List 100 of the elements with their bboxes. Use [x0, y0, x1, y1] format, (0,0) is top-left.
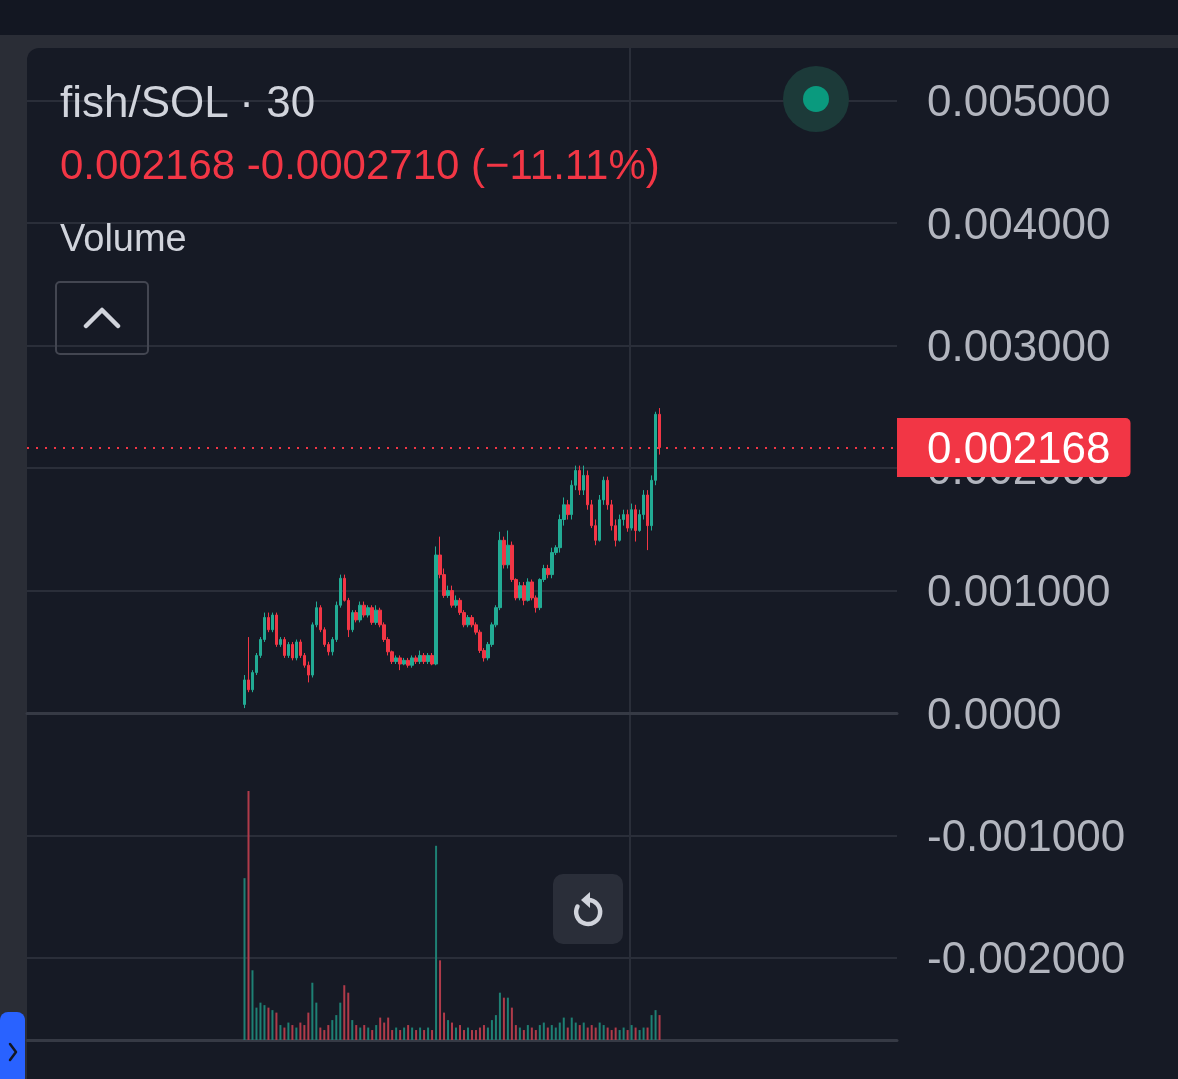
bar — [510, 1007, 513, 1040]
candlestick — [287, 641, 290, 659]
bar — [530, 1027, 533, 1040]
candlestick — [450, 585, 454, 609]
bar — [522, 1030, 525, 1040]
bar — [566, 1027, 569, 1040]
bar — [570, 1017, 573, 1040]
candlestick — [502, 536, 506, 569]
y-tick-label: 0.0000 — [927, 688, 1062, 738]
bar — [263, 1005, 266, 1040]
candlestick — [618, 514, 621, 543]
bar — [582, 1022, 585, 1040]
bar — [291, 1025, 294, 1040]
bar — [606, 1027, 609, 1040]
bar — [614, 1027, 617, 1040]
bar — [578, 1025, 581, 1040]
bar — [538, 1025, 541, 1040]
bar — [610, 1030, 613, 1040]
bar — [339, 1002, 342, 1040]
bar — [287, 1022, 290, 1040]
bar — [351, 1020, 354, 1040]
candlestick — [398, 654, 402, 671]
bar — [638, 1030, 641, 1040]
bar — [658, 1015, 661, 1040]
candlestick — [283, 636, 286, 659]
bar — [427, 1027, 430, 1040]
candlestick — [410, 654, 414, 669]
bar — [375, 1025, 378, 1040]
candlestick — [394, 654, 398, 665]
candlestick — [506, 530, 510, 569]
candlestick — [454, 594, 458, 609]
bar — [574, 1022, 577, 1040]
bar — [490, 1020, 493, 1040]
candlestick — [275, 612, 278, 648]
bar — [554, 1027, 557, 1040]
candlestick — [406, 657, 410, 669]
bar — [267, 1007, 270, 1040]
bar — [387, 1017, 390, 1040]
bar — [307, 1012, 310, 1040]
bar — [455, 1027, 458, 1040]
bar — [594, 1027, 597, 1040]
candlestick — [351, 609, 354, 633]
bar — [546, 1027, 549, 1040]
candlestick — [422, 652, 426, 665]
bar — [630, 1025, 633, 1040]
text: fish/SOL · 30 — [60, 76, 316, 126]
candlestick — [630, 503, 633, 532]
candlestick — [247, 636, 250, 693]
bar — [482, 1025, 485, 1040]
bar — [618, 1030, 621, 1040]
bar — [650, 1015, 653, 1040]
bar — [586, 1027, 589, 1040]
candlestick — [582, 465, 585, 496]
bar — [654, 1010, 657, 1040]
candlestick — [426, 652, 430, 665]
candlestick — [279, 636, 282, 648]
y-tick-label: 0.003000 — [927, 321, 1111, 371]
bar — [443, 1012, 446, 1040]
bar — [279, 1025, 282, 1040]
bar — [335, 1015, 338, 1040]
bar — [459, 1025, 461, 1040]
bar — [319, 1027, 322, 1040]
bar — [399, 1030, 402, 1040]
candlestick — [526, 577, 530, 603]
bar — [626, 1030, 629, 1040]
bar — [518, 1027, 521, 1040]
bar — [558, 1022, 561, 1040]
bar — [502, 997, 505, 1040]
y-tick-label: 0.001000 — [927, 566, 1111, 616]
bar — [463, 1030, 465, 1040]
candlestick — [434, 545, 438, 666]
candlestick — [522, 581, 526, 606]
candlestick — [646, 489, 649, 551]
bar — [534, 1030, 537, 1040]
candlestick — [271, 612, 274, 633]
candlestick — [578, 465, 581, 496]
bar — [311, 982, 314, 1040]
candlestick — [362, 601, 366, 618]
candlestick — [366, 604, 370, 618]
candlestick — [358, 601, 362, 623]
bar — [431, 1030, 434, 1040]
candlestick — [626, 509, 629, 533]
bar — [470, 1030, 473, 1040]
bar — [323, 1030, 326, 1040]
candlestick — [466, 614, 470, 628]
bar — [295, 1027, 298, 1040]
bar — [514, 1025, 517, 1040]
bar — [486, 1027, 489, 1040]
candlestick — [243, 674, 246, 709]
y-tick-label: 0.004000 — [927, 198, 1111, 248]
bar — [415, 1030, 418, 1040]
bar — [255, 1007, 258, 1040]
bar — [251, 970, 254, 1040]
bar — [435, 845, 438, 1040]
bar — [395, 1027, 398, 1040]
bar — [243, 878, 246, 1040]
bar — [247, 791, 250, 1040]
candlestick — [634, 504, 637, 543]
bar — [598, 1022, 601, 1040]
bar — [439, 960, 442, 1040]
